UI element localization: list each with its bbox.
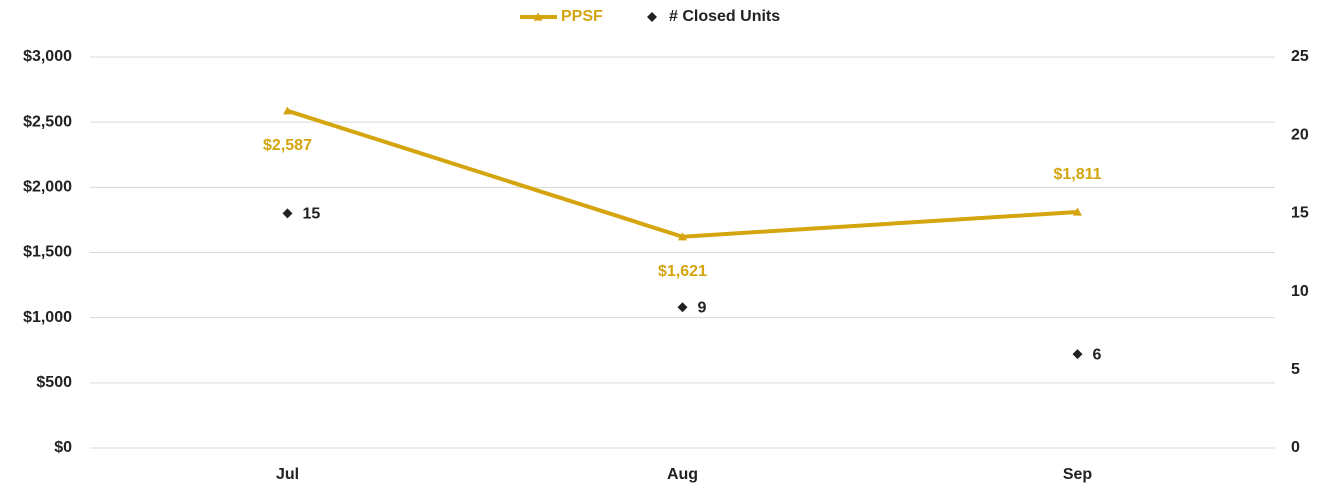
x-tick-label: Aug (667, 466, 698, 483)
y-tick-label: $500 (36, 374, 72, 391)
point-marker (677, 302, 688, 313)
data-label: 6 (1093, 346, 1102, 363)
y-tick-label: $1,000 (23, 309, 72, 326)
series-line (286, 108, 1078, 239)
y2-tick-label: 5 (1291, 361, 1300, 378)
data-label: $2,587 (263, 137, 312, 154)
point-marker (282, 208, 293, 219)
x-tick-label: Jul (276, 466, 299, 483)
data-label: 15 (303, 206, 321, 223)
y-tick-label: $2,500 (23, 113, 72, 130)
legend-marker (647, 12, 657, 22)
y2-tick-label: 15 (1291, 205, 1309, 222)
y2-tick-label: 10 (1291, 283, 1309, 300)
y-tick-label: $1,500 (23, 244, 72, 261)
y-tick-label: $3,000 (23, 48, 72, 65)
legend-marker (533, 12, 543, 21)
legend-label: # Closed Units (669, 8, 780, 25)
y-tick-label: $0 (54, 439, 72, 456)
point-marker (678, 232, 687, 241)
data-label: 9 (698, 299, 707, 316)
y2-tick-label: 0 (1291, 439, 1300, 456)
data-label: $1,811 (1053, 166, 1101, 183)
point-marker (283, 106, 292, 115)
data-label: $1,621 (658, 263, 707, 280)
y2-tick-label: 20 (1291, 126, 1309, 143)
y-tick-label: $2,000 (23, 179, 72, 196)
legend-label: PPSF (561, 8, 603, 25)
point-marker (1072, 349, 1083, 360)
y2-tick-label: 25 (1291, 48, 1309, 65)
point-marker (1073, 207, 1082, 216)
x-tick-label: Sep (1063, 466, 1093, 483)
